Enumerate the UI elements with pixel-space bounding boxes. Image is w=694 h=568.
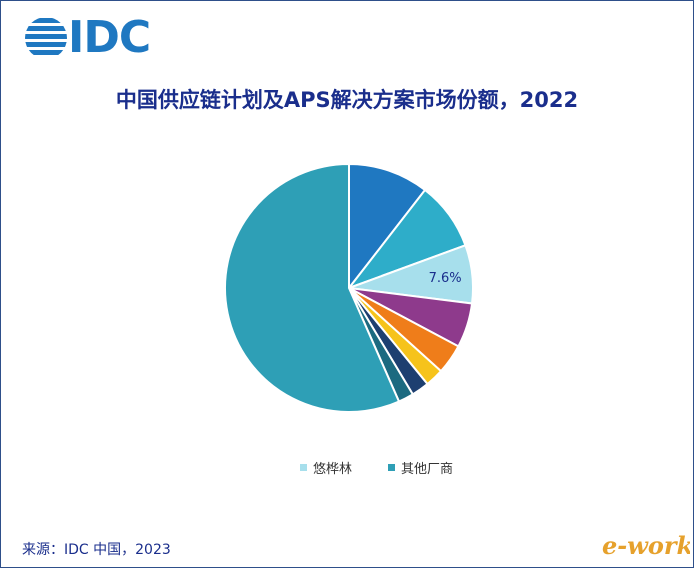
source-note: 来源：IDC 中国，2023 (22, 542, 171, 558)
legend-swatch (300, 464, 307, 471)
eworks-watermark-text: e-works (602, 531, 690, 560)
eworks-watermark-icon: e-works (602, 531, 690, 560)
legend-item: 悠桦林 (300, 458, 352, 477)
legend-label: 其他厂商 (401, 462, 454, 477)
idc-logo-text: IDC (68, 12, 151, 63)
pie-chart: 7.6% (224, 162, 474, 413)
pie-slice-8 (224, 162, 401, 413)
legend-swatch (388, 464, 396, 471)
pie-slice-0 (348, 162, 427, 291)
chart-title: 中国供应链计划及APS解决方案市场份额，2022 (115, 88, 579, 112)
idc-logo-icon (25, 18, 67, 55)
chart-legend: 悠桦林 其他厂商 (300, 458, 453, 477)
slice-data-label: 7.6% (429, 271, 462, 286)
legend-label: 悠桦林 (313, 462, 353, 477)
legend-item: 其他厂商 (388, 458, 453, 477)
